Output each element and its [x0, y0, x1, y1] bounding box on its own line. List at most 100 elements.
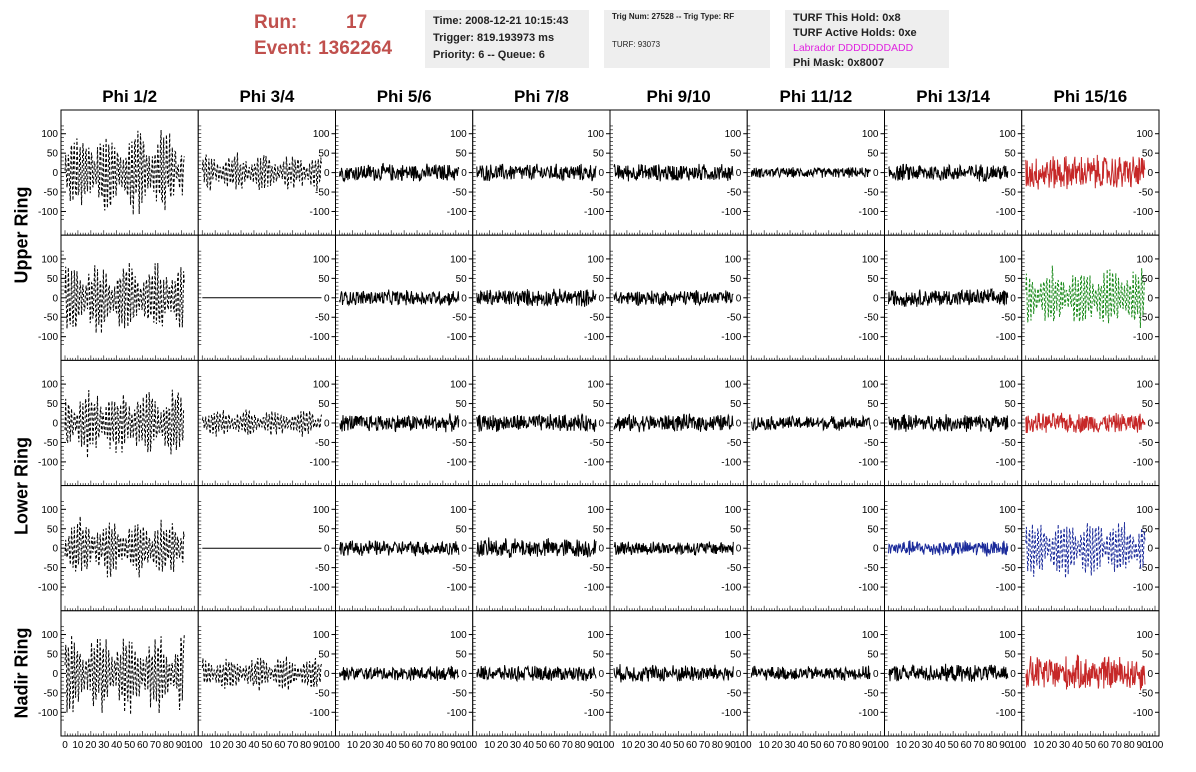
- y-tick-label: -100: [1133, 207, 1153, 218]
- y-tick-label: 100: [313, 630, 330, 641]
- y-tick-label: 0: [461, 168, 467, 179]
- column-header: Phi 3/4: [239, 87, 295, 106]
- waveform-trace: [476, 288, 597, 307]
- y-tick-label: 50: [47, 649, 59, 660]
- y-tick-label: 100: [41, 630, 58, 641]
- x-tick-label: 20: [360, 740, 372, 751]
- y-tick-label: 50: [1142, 524, 1154, 535]
- panel-frame: [60, 234, 199, 361]
- y-tick-label: 100: [587, 254, 604, 265]
- y-tick-label: 0: [52, 419, 58, 430]
- x-tick-label: 30: [922, 740, 934, 751]
- y-tick-label: -50: [44, 188, 59, 199]
- waveform-panel: -100 -50 0 50 100: [746, 610, 885, 737]
- x-tick-label: 100: [872, 740, 889, 751]
- y-tick-label: 100: [313, 505, 330, 516]
- waveform-panel: -100 -50 0 50 100: [472, 485, 611, 612]
- x-tick-label: 20: [909, 740, 921, 751]
- y-tick-label: 100: [725, 380, 742, 391]
- y-tick-label: 50: [730, 274, 742, 285]
- y-tick-label: 100: [450, 630, 467, 641]
- y-tick-label: 0: [1147, 544, 1153, 555]
- y-tick-label: -100: [447, 708, 467, 719]
- y-tick-label: 0: [324, 293, 330, 304]
- y-tick-label: -100: [584, 583, 604, 594]
- y-tick-label: -50: [452, 688, 467, 699]
- x-tick-label: 90: [313, 740, 325, 751]
- y-tick-label: 100: [1136, 129, 1153, 140]
- waveform-panel: -100 -50 0 50 100: [609, 610, 748, 737]
- x-tick-label: 60: [411, 740, 423, 751]
- y-tick-label: 100: [313, 380, 330, 391]
- y-tick-label: -100: [721, 708, 741, 719]
- waveform-trace: [750, 665, 871, 682]
- y-tick-label: 100: [725, 505, 742, 516]
- turf-info-box: TURF This Hold: 0x8 TURF Active Holds: 0…: [785, 10, 949, 69]
- waveform-panel: -100 -50 0 50 100: [472, 610, 611, 737]
- y-tick-label: -50: [44, 438, 59, 449]
- waveform-panel: -100 -50 0 50 100: [746, 234, 885, 361]
- y-tick-label: 50: [867, 524, 879, 535]
- y-tick-label: 0: [461, 293, 467, 304]
- y-tick-label: 0: [1010, 544, 1016, 555]
- y-tick-label: -50: [1139, 188, 1154, 199]
- waveform-panel: -100 -50 0 50 100: [472, 109, 611, 236]
- waveform-panel: -100 -50 0 50 100: [609, 485, 748, 612]
- x-tick-label: 70: [836, 740, 848, 751]
- y-tick-label: -50: [727, 688, 742, 699]
- waveform-panel: -100 -50 0 50 100: [884, 610, 1023, 737]
- x-tick-label: 40: [386, 740, 398, 751]
- y-tick-label: 100: [587, 129, 604, 140]
- waveform-trace: [201, 409, 322, 437]
- y-tick-label: -50: [1001, 188, 1016, 199]
- y-tick-label: 50: [593, 524, 605, 535]
- waveform-trace: [339, 665, 460, 681]
- y-tick-label: 100: [313, 129, 330, 140]
- event-value: 1362264: [318, 38, 393, 59]
- waveform-panel: -100 -50 0 50 100: [335, 109, 474, 236]
- y-tick-label: -50: [44, 313, 59, 324]
- y-tick-label: 50: [318, 649, 330, 660]
- y-tick-label: -50: [590, 313, 605, 324]
- y-tick-label: -50: [452, 313, 467, 324]
- x-tick-label: 30: [235, 740, 247, 751]
- y-tick-label: -50: [1001, 313, 1016, 324]
- panel-frame: [197, 359, 336, 487]
- y-tick-label: -100: [38, 207, 58, 218]
- y-tick-label: -50: [590, 563, 605, 574]
- y-tick-label: 50: [867, 649, 879, 660]
- waveform-trace: [64, 634, 185, 715]
- y-tick-label: -50: [1001, 438, 1016, 449]
- y-tick-label: 50: [593, 649, 605, 660]
- x-tick-label: 10: [210, 740, 222, 751]
- waveform-panel: -100 -50 0 50 100: [884, 485, 1023, 612]
- x-tick-label: 0: [62, 740, 68, 751]
- trigger-line: Trigger: 819.193973 ms: [433, 32, 555, 44]
- y-tick-label: 0: [52, 544, 58, 555]
- x-tick-label: 40: [660, 740, 672, 751]
- column-header: Phi 15/16: [1053, 87, 1128, 106]
- y-tick-label: -50: [315, 688, 330, 699]
- y-tick-label: 0: [598, 669, 604, 680]
- y-tick-label: 50: [730, 649, 742, 660]
- y-tick-label: -100: [447, 332, 467, 343]
- y-tick-label: -100: [38, 708, 58, 719]
- waveform-panel: -100 -50 0 50 100: [197, 234, 336, 361]
- x-tick-label: 30: [1059, 740, 1071, 751]
- x-tick-label: 10: [896, 740, 908, 751]
- x-tick-label: 60: [1098, 740, 1110, 751]
- x-tick-label: 50: [673, 740, 685, 751]
- y-tick-label: -50: [1139, 313, 1154, 324]
- x-tick-label: 70: [562, 740, 574, 751]
- y-tick-label: 0: [598, 419, 604, 430]
- waveform-panel: -100 -50 0 50 100: [335, 485, 474, 612]
- x-tick-label: 80: [437, 740, 449, 751]
- y-tick-label: 100: [862, 505, 879, 516]
- y-tick-label: 100: [587, 505, 604, 516]
- x-tick-label: 10: [1033, 740, 1045, 751]
- waveform-panel: -100 -50 0 50 100: [335, 610, 474, 737]
- waveform-panel: -100 -50 0 50 100: [197, 359, 336, 487]
- turf-line: TURF: 93073: [612, 40, 661, 49]
- y-tick-label: -100: [996, 207, 1016, 218]
